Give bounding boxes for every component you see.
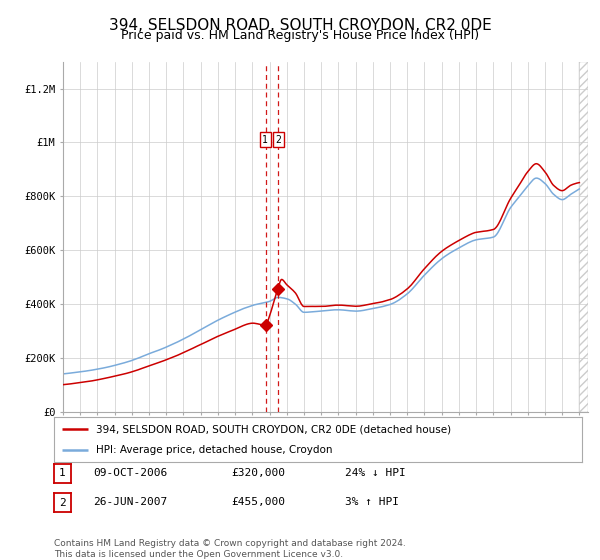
Text: 394, SELSDON ROAD, SOUTH CROYDON, CR2 0DE (detached house): 394, SELSDON ROAD, SOUTH CROYDON, CR2 0D… [96, 424, 451, 435]
Text: £455,000: £455,000 [231, 497, 285, 507]
Text: 24% ↓ HPI: 24% ↓ HPI [345, 468, 406, 478]
Text: 394, SELSDON ROAD, SOUTH CROYDON, CR2 0DE: 394, SELSDON ROAD, SOUTH CROYDON, CR2 0D… [109, 18, 491, 33]
Text: HPI: Average price, detached house, Croydon: HPI: Average price, detached house, Croy… [96, 445, 333, 455]
Text: 1: 1 [262, 134, 268, 144]
Text: 26-JUN-2007: 26-JUN-2007 [93, 497, 167, 507]
Text: £320,000: £320,000 [231, 468, 285, 478]
Text: 2: 2 [275, 134, 281, 144]
Text: 09-OCT-2006: 09-OCT-2006 [93, 468, 167, 478]
Text: 1: 1 [59, 469, 66, 478]
Text: Price paid vs. HM Land Registry's House Price Index (HPI): Price paid vs. HM Land Registry's House … [121, 29, 479, 42]
Text: Contains HM Land Registry data © Crown copyright and database right 2024.
This d: Contains HM Land Registry data © Crown c… [54, 539, 406, 559]
Text: 2: 2 [59, 498, 66, 507]
Text: 3% ↑ HPI: 3% ↑ HPI [345, 497, 399, 507]
